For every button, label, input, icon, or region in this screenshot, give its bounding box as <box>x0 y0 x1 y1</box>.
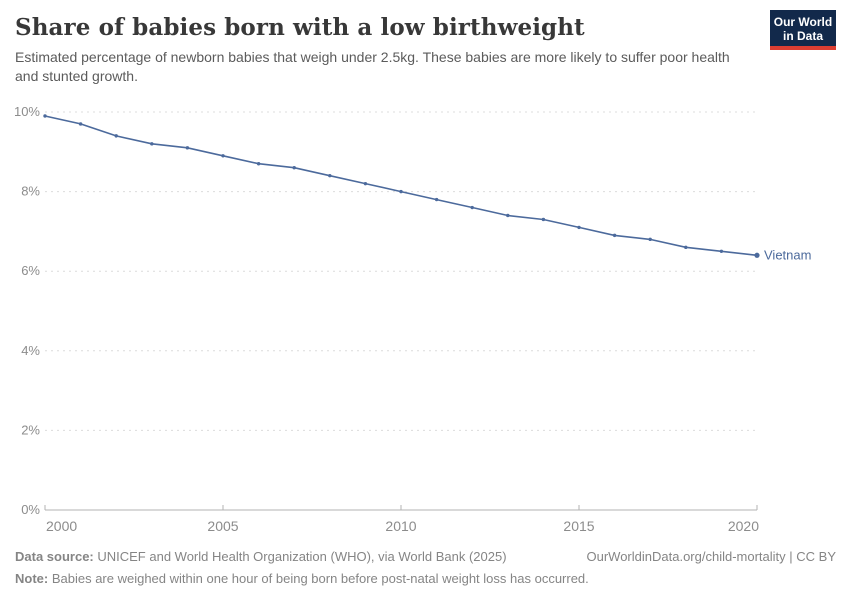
note-label: Note: <box>15 571 49 586</box>
owid-logo-line2: in Data <box>782 29 823 43</box>
y-tick-label-10: 10% <box>14 104 40 119</box>
y-tick-label-8: 8% <box>21 184 40 199</box>
x-tick-label-2020: 2020 <box>728 518 759 534</box>
note-line: Note: Babies are weighed within one hour… <box>15 571 589 586</box>
data-point-2000 <box>43 114 47 118</box>
series-label-vietnam: Vietnam <box>764 247 811 262</box>
data-point-2009 <box>363 181 368 186</box>
data-point-2020 <box>754 252 760 258</box>
owid-cc-link[interactable]: OurWorldinData.org/child-mortality | CC … <box>586 549 837 564</box>
data-point-2019 <box>719 249 724 253</box>
data-point-2002 <box>114 134 118 138</box>
series-line-vietnam <box>44 115 758 257</box>
data-point-2011 <box>434 197 439 202</box>
x-tick-label-2015: 2015 <box>563 518 594 534</box>
x-tick-label-2010: 2010 <box>385 518 416 534</box>
data-source-line: Data source: UNICEF and World Health Org… <box>15 546 507 568</box>
data-point-2003 <box>150 142 154 146</box>
data-source-label: Data source: <box>15 549 94 564</box>
owid-logo-line1: Our World <box>773 15 833 29</box>
chart-header: Share of babies born with a low birthwei… <box>15 10 836 86</box>
data-source-text: UNICEF and World Health Organization (WH… <box>93 549 507 564</box>
y-tick-label-6: 6% <box>21 263 40 278</box>
y-tick-label-0: 0% <box>21 502 40 517</box>
data-point-2004 <box>185 146 190 150</box>
data-point-2006 <box>256 162 261 166</box>
y-tick-label-4: 4% <box>21 343 40 358</box>
owid-logo[interactable]: Our World in Data <box>770 10 836 50</box>
data-point-2007 <box>292 166 296 170</box>
data-point-2018 <box>684 245 688 250</box>
data-point-2012 <box>470 205 474 210</box>
data-point-2010 <box>399 189 403 194</box>
data-point-2014 <box>541 217 546 222</box>
y-tick-label-2: 2% <box>21 422 40 437</box>
data-point-2016 <box>612 233 617 238</box>
chart-footer: Data source: UNICEF and World Health Org… <box>15 546 836 590</box>
data-point-2013 <box>506 213 510 218</box>
note-text: Babies are weighed within one hour of be… <box>48 571 589 586</box>
data-point-2001 <box>78 122 83 126</box>
data-point-2015 <box>577 225 581 230</box>
data-point-2017 <box>648 237 652 242</box>
page-title: Share of babies born with a low birthwei… <box>15 14 585 41</box>
x-tick-label-2005: 2005 <box>207 518 238 534</box>
chart-subtitle: Estimated percentage of newborn babies t… <box>15 49 730 84</box>
data-point-2005 <box>221 154 225 158</box>
x-tick-label-2000: 2000 <box>46 518 77 534</box>
data-point-2008 <box>328 173 332 178</box>
